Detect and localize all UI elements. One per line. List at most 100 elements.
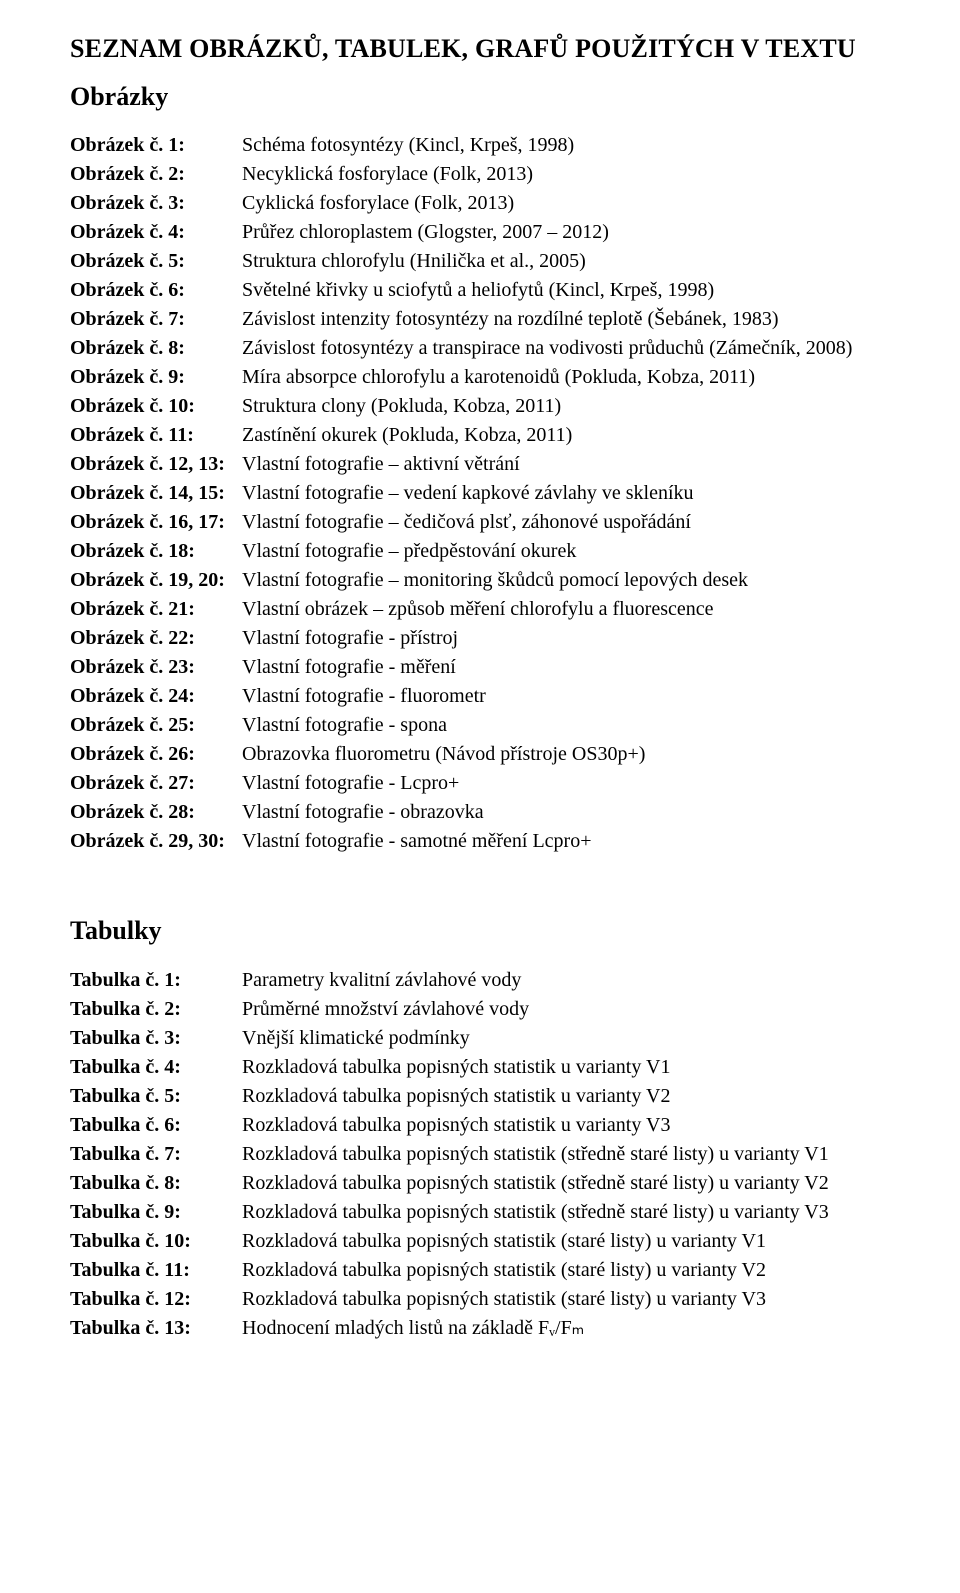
entry-label: Obrázek č. 8: bbox=[70, 334, 242, 363]
entry-description: Vlastní fotografie – monitoring škůdců p… bbox=[242, 566, 890, 595]
entry-description: Hodnocení mladých listů na základě Fᵥ/Fₘ bbox=[242, 1314, 890, 1343]
entry-description: Vlastní fotografie - samotné měření Lcpr… bbox=[242, 827, 890, 856]
section-heading: Obrázky bbox=[70, 78, 890, 116]
entry-description: Struktura clony (Pokluda, Kobza, 2011) bbox=[242, 392, 890, 421]
entry-description: Zastínění okurek (Pokluda, Kobza, 2011) bbox=[242, 421, 890, 450]
entry-description: Průřez chloroplastem (Glogster, 2007 – 2… bbox=[242, 218, 890, 247]
entry-label: Obrázek č. 24: bbox=[70, 682, 242, 711]
entry-description: Průměrné množství závlahové vody bbox=[242, 995, 890, 1024]
entry-label: Obrázek č. 16, 17: bbox=[70, 508, 242, 537]
list-entry: Tabulka č. 6:Rozkladová tabulka popisnýc… bbox=[70, 1111, 890, 1140]
list-entry: Tabulka č. 11:Rozkladová tabulka popisný… bbox=[70, 1256, 890, 1285]
list-entry: Obrázek č. 12, 13:Vlastní fotografie – a… bbox=[70, 450, 890, 479]
entry-label: Obrázek č. 12, 13: bbox=[70, 450, 242, 479]
list-entry: Tabulka č. 13:Hodnocení mladých listů na… bbox=[70, 1314, 890, 1343]
entry-description: Vnější klimatické podmínky bbox=[242, 1024, 890, 1053]
entry-label: Obrázek č. 23: bbox=[70, 653, 242, 682]
list-entry: Tabulka č. 1:Parametry kvalitní závlahov… bbox=[70, 966, 890, 995]
entry-description: Vlastní fotografie – vedení kapkové závl… bbox=[242, 479, 890, 508]
entry-label: Obrázek č. 27: bbox=[70, 769, 242, 798]
entry-description: Vlastní fotografie - měření bbox=[242, 653, 890, 682]
entry-label: Tabulka č. 7: bbox=[70, 1140, 242, 1169]
list-entry: Obrázek č. 27:Vlastní fotografie - Lcpro… bbox=[70, 769, 890, 798]
list-entry: Tabulka č. 10:Rozkladová tabulka popisný… bbox=[70, 1227, 890, 1256]
entry-description: Vlastní fotografie - přístroj bbox=[242, 624, 890, 653]
entry-description: Vlastní fotografie – aktivní větrání bbox=[242, 450, 890, 479]
list-entry: Obrázek č. 8:Závislost fotosyntézy a tra… bbox=[70, 334, 890, 363]
sections-container: Obrázky Obrázek č. 1:Schéma fotosyntézy (… bbox=[70, 78, 890, 1343]
entry-description: Rozkladová tabulka popisných statistik u… bbox=[242, 1053, 890, 1082]
entry-label: Tabulka č. 3: bbox=[70, 1024, 242, 1053]
entry-description: Struktura chlorofylu (Hnilička et al., 2… bbox=[242, 247, 890, 276]
entry-label: Obrázek č. 19, 20: bbox=[70, 566, 242, 595]
entry-label: Obrázek č. 18: bbox=[70, 537, 242, 566]
list-entry: Obrázek č. 6:Světelné křivky u sciofytů … bbox=[70, 276, 890, 305]
list-entry: Obrázek č. 24:Vlastní fotografie - fluor… bbox=[70, 682, 890, 711]
entry-label: Tabulka č. 11: bbox=[70, 1256, 242, 1285]
entry-label: Obrázek č. 11: bbox=[70, 421, 242, 450]
list-entry: Obrázek č. 11:Zastínění okurek (Pokluda,… bbox=[70, 421, 890, 450]
entry-label: Tabulka č. 2: bbox=[70, 995, 242, 1024]
entry-label: Tabulka č. 13: bbox=[70, 1314, 242, 1343]
list-entry: Tabulka č. 7:Rozkladová tabulka popisnýc… bbox=[70, 1140, 890, 1169]
entry-label: Obrázek č. 9: bbox=[70, 363, 242, 392]
entry-description: Vlastní fotografie - Lcpro+ bbox=[242, 769, 890, 798]
entry-description: Rozkladová tabulka popisných statistik (… bbox=[242, 1256, 890, 1285]
entry-label: Obrázek č. 3: bbox=[70, 189, 242, 218]
entry-label: Obrázek č. 7: bbox=[70, 305, 242, 334]
entry-description: Necyklická fosforylace (Folk, 2013) bbox=[242, 160, 890, 189]
list-entry: Tabulka č. 5:Rozkladová tabulka popisnýc… bbox=[70, 1082, 890, 1111]
entry-label: Tabulka č. 6: bbox=[70, 1111, 242, 1140]
entry-description: Rozkladová tabulka popisných statistik u… bbox=[242, 1111, 890, 1140]
entry-description: Vlastní obrázek – způsob měření chlorofy… bbox=[242, 595, 890, 624]
list-entry: Obrázek č. 10:Struktura clony (Pokluda, … bbox=[70, 392, 890, 421]
entry-description: Vlastní fotografie - spona bbox=[242, 711, 890, 740]
entry-description: Závislost fotosyntézy a transpirace na v… bbox=[242, 334, 890, 363]
list-entry: Obrázek č. 18:Vlastní fotografie – předp… bbox=[70, 537, 890, 566]
entry-description: Schéma fotosyntézy (Kincl, Krpeš, 1998) bbox=[242, 131, 890, 160]
entry-label: Obrázek č. 22: bbox=[70, 624, 242, 653]
entry-label: Tabulka č. 8: bbox=[70, 1169, 242, 1198]
entry-label: Obrázek č. 14, 15: bbox=[70, 479, 242, 508]
list-entry: Obrázek č. 29, 30:Vlastní fotografie - s… bbox=[70, 827, 890, 856]
entry-description: Rozkladová tabulka popisných statistik (… bbox=[242, 1198, 890, 1227]
list-entry: Obrázek č. 9:Míra absorpce chlorofylu a … bbox=[70, 363, 890, 392]
list-entry: Obrázek č. 16, 17:Vlastní fotografie – č… bbox=[70, 508, 890, 537]
list-entry: Obrázek č. 4:Průřez chloroplastem (Glogs… bbox=[70, 218, 890, 247]
entry-label: Obrázek č. 28: bbox=[70, 798, 242, 827]
entry-label: Obrázek č. 29, 30: bbox=[70, 827, 242, 856]
entry-description: Rozkladová tabulka popisných statistik (… bbox=[242, 1285, 890, 1314]
entry-description: Parametry kvalitní závlahové vody bbox=[242, 966, 890, 995]
entry-description: Míra absorpce chlorofylu a karotenoidů (… bbox=[242, 363, 890, 392]
entry-label: Tabulka č. 4: bbox=[70, 1053, 242, 1082]
entry-description: Vlastní fotografie – čedičová plsť, záho… bbox=[242, 508, 890, 537]
list-entry: Tabulka č. 4:Rozkladová tabulka popisnýc… bbox=[70, 1053, 890, 1082]
entry-description: Světelné křivky u sciofytů a heliofytů (… bbox=[242, 276, 890, 305]
list-entry: Tabulka č. 8:Rozkladová tabulka popisnýc… bbox=[70, 1169, 890, 1198]
entry-label: Tabulka č. 10: bbox=[70, 1227, 242, 1256]
list-entry: Obrázek č. 3:Cyklická fosforylace (Folk,… bbox=[70, 189, 890, 218]
list-entry: Obrázek č. 7:Závislost intenzity fotosyn… bbox=[70, 305, 890, 334]
page-title: SEZNAM OBRÁZKŮ, TABULEK, GRAFŮ POUŽITÝCH… bbox=[70, 30, 890, 68]
entry-label: Obrázek č. 2: bbox=[70, 160, 242, 189]
entry-description: Vlastní fotografie - obrazovka bbox=[242, 798, 890, 827]
list-entry: Obrázek č. 5:Struktura chlorofylu (Hnili… bbox=[70, 247, 890, 276]
entry-description: Cyklická fosforylace (Folk, 2013) bbox=[242, 189, 890, 218]
list-entry: Tabulka č. 12:Rozkladová tabulka popisný… bbox=[70, 1285, 890, 1314]
list-entry: Tabulka č. 2:Průměrné množství závlahové… bbox=[70, 995, 890, 1024]
list-entry: Tabulka č. 9:Rozkladová tabulka popisnýc… bbox=[70, 1198, 890, 1227]
section-heading: Tabulky bbox=[70, 912, 890, 950]
entry-label: Tabulka č. 5: bbox=[70, 1082, 242, 1111]
list-entry: Obrázek č. 2:Necyklická fosforylace (Fol… bbox=[70, 160, 890, 189]
list-entry: Obrázek č. 28:Vlastní fotografie - obraz… bbox=[70, 798, 890, 827]
list-entry: Obrázek č. 1:Schéma fotosyntézy (Kincl, … bbox=[70, 131, 890, 160]
entry-label: Obrázek č. 6: bbox=[70, 276, 242, 305]
entry-description: Rozkladová tabulka popisných statistik (… bbox=[242, 1169, 890, 1198]
entry-label: Tabulka č. 1: bbox=[70, 966, 242, 995]
list-entry: Obrázek č. 21:Vlastní obrázek – způsob m… bbox=[70, 595, 890, 624]
list-entry: Obrázek č. 19, 20:Vlastní fotografie – m… bbox=[70, 566, 890, 595]
entry-label: Tabulka č. 12: bbox=[70, 1285, 242, 1314]
entry-label: Obrázek č. 26: bbox=[70, 740, 242, 769]
list-entry: Obrázek č. 22:Vlastní fotografie - příst… bbox=[70, 624, 890, 653]
entry-label: Obrázek č. 1: bbox=[70, 131, 242, 160]
